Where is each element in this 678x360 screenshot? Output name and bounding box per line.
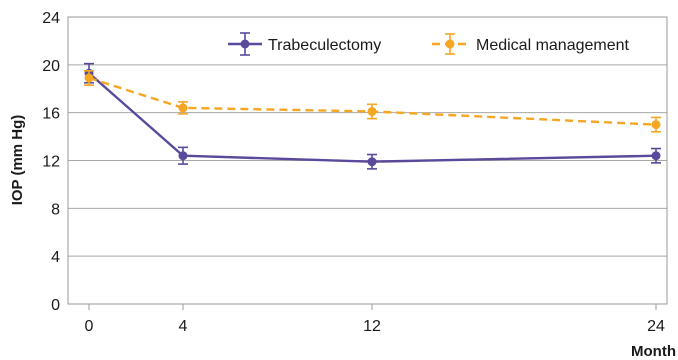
x-axis-ticks: 0 4 12 24	[85, 304, 665, 335]
y-axis-ticks: 0 4 8 12 16 20 24	[42, 10, 60, 314]
series-medical-management	[84, 70, 661, 133]
series-line-trabeculectomy	[88, 72, 657, 163]
y-tick-label-24: 24	[42, 10, 60, 27]
point-medical-management-24	[651, 120, 661, 130]
y-tick-label-0: 0	[51, 297, 60, 314]
legend-marker-trabeculectomy	[240, 39, 250, 49]
x-tick-label-4: 4	[179, 318, 188, 335]
legend-label-medical-management: Medical management	[476, 37, 630, 54]
legend-item-medical-management: Medical management	[432, 33, 630, 55]
y-tick-label-20: 20	[42, 58, 60, 75]
legend: Trabeculectomy Medical management	[228, 32, 630, 56]
y-axis-title: IOP (mm Hg)	[9, 115, 26, 206]
x-axis-title: Month	[631, 343, 676, 360]
axes	[67, 16, 668, 305]
y-tick-label-8: 8	[51, 201, 60, 218]
series-line-medical-management	[88, 76, 657, 126]
point-trabeculectomy-12	[367, 157, 377, 167]
series-layer	[84, 62, 661, 170]
legend-item-trabeculectomy: Trabeculectomy	[228, 32, 381, 56]
legend-marker-medical-management	[445, 39, 455, 49]
plot-frame	[67, 16, 668, 305]
point-medical-management-4	[178, 103, 188, 113]
point-medical-management-0	[84, 73, 94, 83]
legend-label-trabeculectomy: Trabeculectomy	[268, 37, 381, 54]
x-tick-label-24: 24	[647, 318, 665, 335]
point-medical-management-12	[367, 106, 377, 116]
y-tick-label-16: 16	[42, 106, 60, 123]
point-trabeculectomy-24	[651, 151, 661, 161]
x-tick-label-12: 12	[363, 318, 381, 335]
point-trabeculectomy-4	[178, 151, 188, 161]
x-tick-label-0: 0	[85, 318, 94, 335]
y-tick-label-4: 4	[51, 249, 60, 266]
y-tick-label-12: 12	[42, 154, 60, 171]
